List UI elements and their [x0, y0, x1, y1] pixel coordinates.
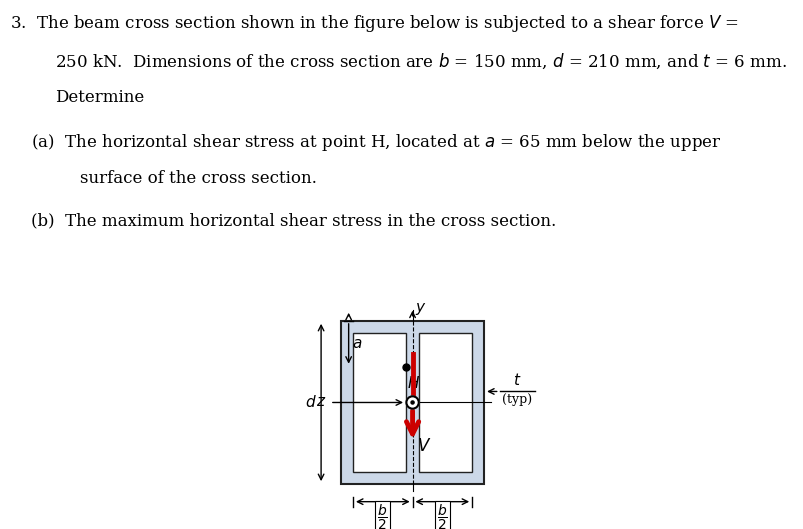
- Text: Determine: Determine: [55, 89, 144, 106]
- Circle shape: [410, 401, 414, 404]
- Text: 3.  The beam cross section shown in the figure below is subjected to a shear for: 3. The beam cross section shown in the f…: [10, 13, 738, 34]
- Text: 250 kN.  Dimensions of the cross section are $b$ = 150 mm, $d$ = 210 mm, and $t$: 250 kN. Dimensions of the cross section …: [55, 51, 786, 71]
- Text: (b)  The maximum horizontal shear stress in the cross section.: (b) The maximum horizontal shear stress …: [31, 212, 555, 229]
- Circle shape: [406, 396, 418, 408]
- Text: $\dfrac{b}{2}$: $\dfrac{b}{2}$: [377, 503, 388, 529]
- Text: $y$: $y$: [414, 301, 426, 317]
- Text: $H$: $H$: [407, 376, 420, 391]
- Text: (typ): (typ): [502, 393, 532, 406]
- Text: surface of the cross section.: surface of the cross section.: [80, 170, 317, 187]
- Bar: [418, 333, 471, 472]
- Text: $t$: $t$: [512, 372, 521, 388]
- Text: $d$: $d$: [304, 395, 316, 411]
- Text: (a)  The horizontal shear stress at point H, located at $a$ = 65 mm below the up: (a) The horizontal shear stress at point…: [31, 132, 720, 153]
- Text: $z$: $z$: [316, 396, 326, 409]
- Text: $V$: $V$: [417, 438, 430, 455]
- Bar: [340, 321, 483, 484]
- Text: $\dfrac{b}{2}$: $\dfrac{b}{2}$: [436, 503, 447, 529]
- Text: $a$: $a$: [352, 337, 362, 351]
- Bar: [353, 333, 406, 472]
